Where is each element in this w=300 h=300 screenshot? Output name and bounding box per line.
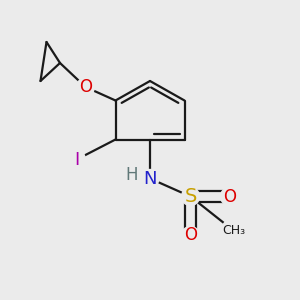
Text: H: H	[125, 166, 138, 184]
Circle shape	[220, 188, 238, 206]
Circle shape	[68, 151, 85, 169]
Text: CH₃: CH₃	[222, 224, 246, 238]
Circle shape	[182, 188, 200, 206]
Text: O: O	[79, 78, 92, 96]
Circle shape	[141, 169, 159, 188]
Circle shape	[221, 218, 247, 244]
Text: S: S	[184, 187, 197, 206]
Text: O: O	[184, 226, 197, 244]
Text: I: I	[74, 151, 79, 169]
Text: O: O	[223, 188, 236, 206]
Circle shape	[182, 226, 200, 244]
Text: N: N	[143, 169, 157, 188]
Circle shape	[76, 78, 94, 96]
